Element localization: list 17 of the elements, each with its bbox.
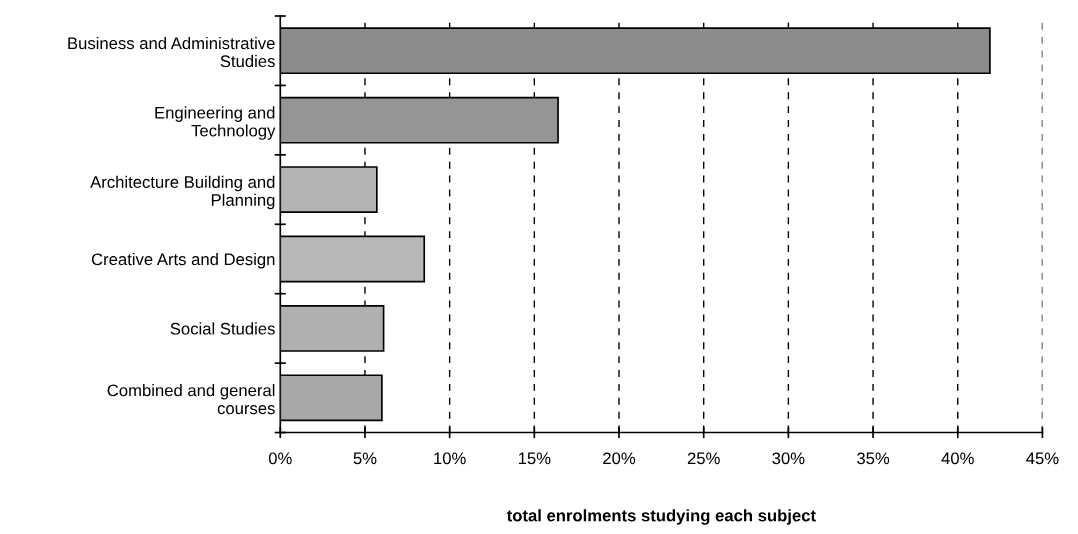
x-tick-label: 40% <box>941 452 974 465</box>
y-tick-label: Engineering and Technology <box>155 106 276 140</box>
x-tick-label: 5% <box>353 452 377 465</box>
x-tick-label: 10% <box>434 452 466 465</box>
x-axis-title: total enrolments studying each subject <box>506 509 816 525</box>
x-tick-label: 35% <box>857 452 890 465</box>
y-tick-label: Architecture Building and Planning <box>90 175 275 210</box>
x-tick-label: 25% <box>687 452 720 465</box>
y-tick-label: Business and Administrative Studies <box>68 36 275 68</box>
y-tick-label: Creative Arts and Design <box>91 252 275 269</box>
y-tick-label: Social Studies <box>170 322 275 335</box>
x-tick-label: 45% <box>1026 452 1059 465</box>
x-tick-label: 20% <box>603 452 636 465</box>
y-tick-label: Combined and general courses <box>107 384 275 415</box>
x-tick-label: 0% <box>268 452 292 465</box>
x-tick-label: 15% <box>518 452 551 465</box>
x-tick-label: 30% <box>772 452 805 465</box>
